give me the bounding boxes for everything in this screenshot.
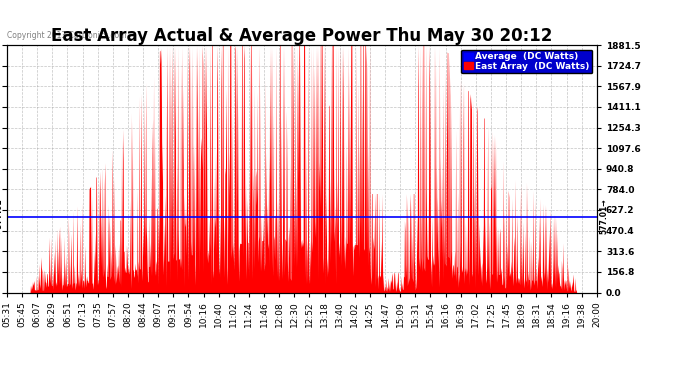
Text: ←577.01: ←577.01 — [0, 199, 4, 234]
Title: East Array Actual & Average Power Thu May 30 20:12: East Array Actual & Average Power Thu Ma… — [51, 27, 553, 45]
Text: Copyright 2013 Cartronics.com: Copyright 2013 Cartronics.com — [7, 32, 126, 40]
Text: 577.01→: 577.01→ — [600, 199, 609, 234]
Legend: Average  (DC Watts), East Array  (DC Watts): Average (DC Watts), East Array (DC Watts… — [461, 50, 592, 74]
